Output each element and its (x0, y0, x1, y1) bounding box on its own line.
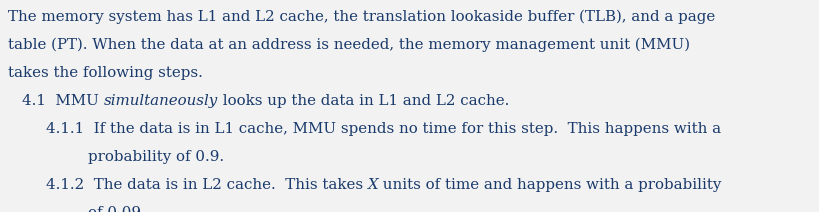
Text: units of time and happens with a probability: units of time and happens with a probabi… (378, 178, 722, 192)
Text: X: X (368, 178, 378, 192)
Text: table (PT). When the data at an address is needed, the memory management unit (M: table (PT). When the data at an address … (8, 38, 690, 52)
Text: 4.1.2  The data is in L2 cache.  This takes: 4.1.2 The data is in L2 cache. This take… (46, 178, 368, 192)
Text: takes the following steps.: takes the following steps. (8, 66, 203, 80)
Text: 4.1.1  If the data is in L1 cache, MMU spends no time for this step.  This happe: 4.1.1 If the data is in L1 cache, MMU sp… (46, 122, 721, 136)
Text: looks up the data in L1 and L2 cache.: looks up the data in L1 and L2 cache. (218, 94, 509, 108)
Text: simultaneously: simultaneously (104, 94, 218, 108)
Text: 4.1  MMU: 4.1 MMU (22, 94, 104, 108)
Text: of 0.09.: of 0.09. (88, 206, 146, 212)
Text: The memory system has L1 and L2 cache, the translation lookaside buffer (TLB), a: The memory system has L1 and L2 cache, t… (8, 10, 715, 24)
Text: probability of 0.9.: probability of 0.9. (88, 150, 224, 164)
